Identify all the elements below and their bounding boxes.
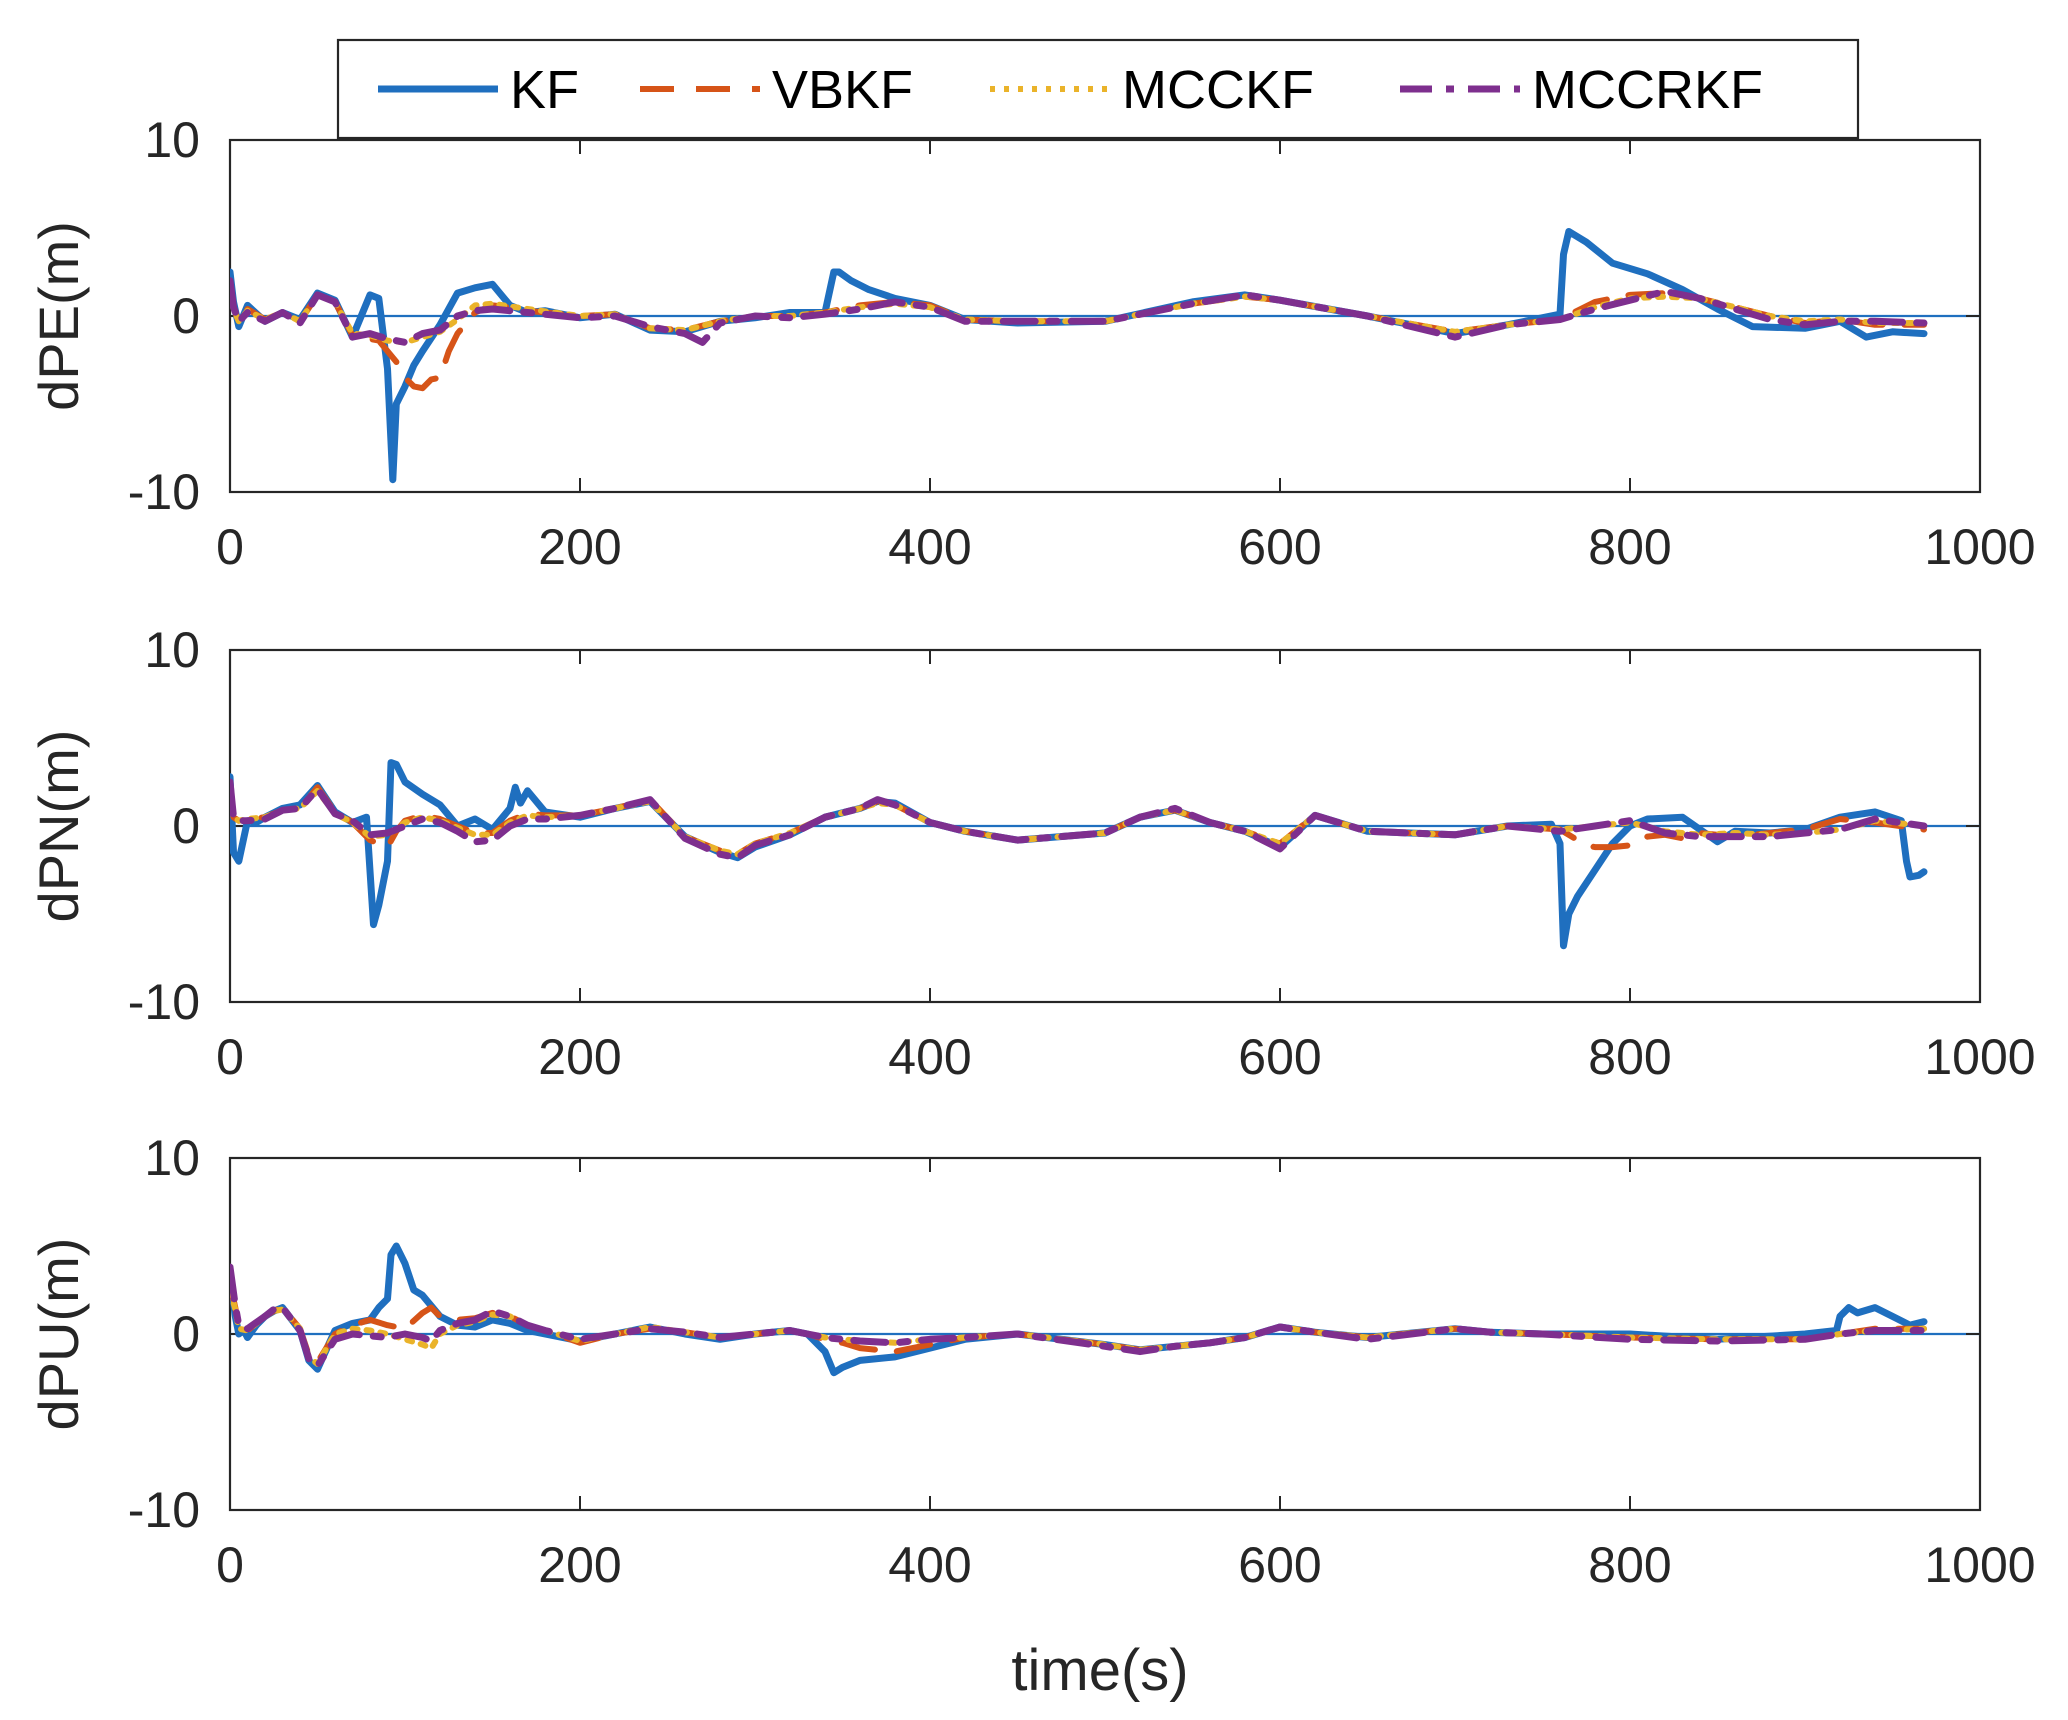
- y-tick-label: 0: [172, 288, 200, 344]
- x-axis-label: time(s): [1011, 1638, 1188, 1703]
- x-tick-label: 600: [1238, 519, 1321, 575]
- y-tick-label: -10: [128, 464, 200, 520]
- panel-dpnm: 0 200 400 600 800 1000 -10 0 10 dPN(m): [27, 622, 2036, 1085]
- panel-dpem: 0 200 400 600 800 1000 -10 0 10 dPE(m): [27, 112, 2036, 575]
- panel-dpum: 0 200 400 600 800 1000 -10 0 10 dPU(m): [27, 1130, 2036, 1593]
- legend-entries: KF VBKF MCCKF MCCRKF: [378, 60, 1763, 120]
- x-tick-label: 400: [888, 1029, 971, 1085]
- x-tick-label: 200: [538, 1029, 621, 1085]
- x-tick-label: 800: [1588, 1537, 1671, 1593]
- y-tick-label: 0: [172, 1306, 200, 1362]
- y-tick-label: 10: [144, 112, 200, 168]
- legend-label-kf: KF: [510, 60, 579, 120]
- y-tick-label: 0: [172, 798, 200, 854]
- series-group: [230, 1242, 1928, 1377]
- x-tick-label: 400: [888, 519, 971, 575]
- legend-label-vbkf: VBKF: [772, 60, 913, 120]
- x-tick-label: 200: [538, 519, 621, 575]
- legend-label-mcckf: MCCKF: [1122, 60, 1314, 120]
- series-group: [230, 759, 1928, 950]
- x-tick-label: 800: [1588, 519, 1671, 575]
- legend-label-mccrkf: MCCRKF: [1532, 60, 1763, 120]
- y-axis-label: dPN(m): [27, 730, 90, 923]
- y-axis-label: dPE(m): [27, 221, 90, 411]
- series-line-mccrkf: [230, 778, 1928, 862]
- series-group: [230, 228, 1928, 484]
- x-tick-label: 1000: [1924, 519, 2035, 575]
- x-tick-label: 0: [216, 519, 244, 575]
- x-tick-label: 0: [216, 1537, 244, 1593]
- series-line-mccrkf: [230, 1263, 1928, 1370]
- x-tick-label: 1000: [1924, 1029, 2035, 1085]
- x-tick-label: 600: [1238, 1537, 1321, 1593]
- x-tick-label: 600: [1238, 1029, 1321, 1085]
- y-tick-label: -10: [128, 1482, 200, 1538]
- x-tick-label: 800: [1588, 1029, 1671, 1085]
- x-tick-label: 0: [216, 1029, 244, 1085]
- x-tick-label: 400: [888, 1537, 971, 1593]
- x-tick-label: 1000: [1924, 1537, 2035, 1593]
- x-tick-label: 200: [538, 1537, 621, 1593]
- legend-box: [336, 38, 1860, 140]
- y-axis-label: dPU(m): [27, 1238, 90, 1431]
- legend: KF VBKF MCCKF MCCRKF: [336, 38, 1860, 140]
- y-tick-label: -10: [128, 974, 200, 1030]
- y-tick-label: 10: [144, 1130, 200, 1186]
- series-line-mccrkf: [230, 277, 1928, 346]
- y-tick-label: 10: [144, 622, 200, 678]
